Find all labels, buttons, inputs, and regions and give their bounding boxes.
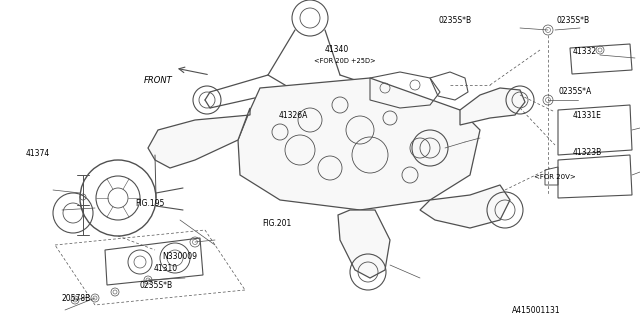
Polygon shape xyxy=(460,88,525,125)
Text: 41323B: 41323B xyxy=(573,148,602,157)
Text: 0235S*B: 0235S*B xyxy=(557,16,590,25)
Text: 41340: 41340 xyxy=(325,45,349,54)
Text: 0235S*B: 0235S*B xyxy=(140,281,173,290)
Text: N330009: N330009 xyxy=(162,252,197,261)
Text: 41332: 41332 xyxy=(573,47,597,56)
Polygon shape xyxy=(148,108,250,168)
Text: FIG.195: FIG.195 xyxy=(136,199,165,208)
Text: 41310: 41310 xyxy=(154,264,178,273)
Text: 0235S*B: 0235S*B xyxy=(438,16,472,25)
Polygon shape xyxy=(238,78,480,210)
Text: 41374: 41374 xyxy=(26,149,50,158)
Text: 20578B: 20578B xyxy=(61,294,91,303)
Text: FIG.201: FIG.201 xyxy=(262,219,292,228)
Polygon shape xyxy=(338,210,390,278)
Text: 0235S*A: 0235S*A xyxy=(559,87,592,96)
Polygon shape xyxy=(420,185,510,228)
Text: <FOR 20D +25D>: <FOR 20D +25D> xyxy=(314,58,375,64)
Text: 41326A: 41326A xyxy=(278,111,308,120)
Text: 41331E: 41331E xyxy=(573,111,602,120)
Text: <FOR 20V>: <FOR 20V> xyxy=(534,174,576,180)
Text: A415001131: A415001131 xyxy=(512,306,561,315)
Text: FRONT: FRONT xyxy=(144,76,173,85)
